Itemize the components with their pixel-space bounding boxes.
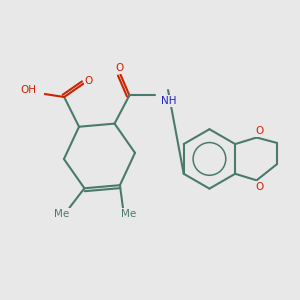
Text: OH: OH — [20, 85, 37, 95]
Text: O: O — [255, 182, 264, 192]
Text: O: O — [85, 76, 93, 86]
Text: O: O — [255, 126, 264, 136]
Text: Me: Me — [121, 209, 136, 219]
Text: Me: Me — [55, 209, 70, 219]
Text: NH: NH — [161, 96, 177, 106]
Text: O: O — [116, 63, 124, 73]
